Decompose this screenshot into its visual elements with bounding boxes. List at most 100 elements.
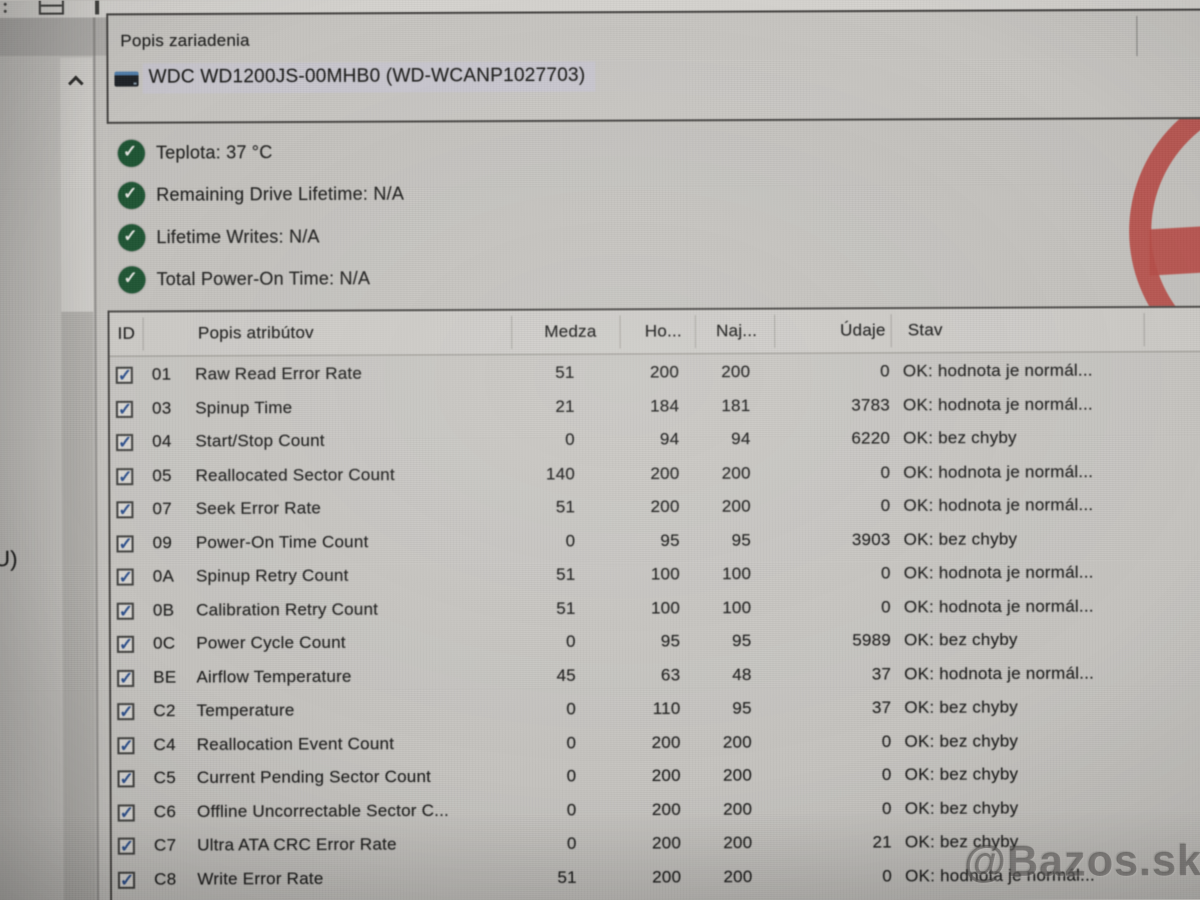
screen-artifact-line [1136, 15, 1138, 57]
scrollbar-thumb[interactable] [61, 311, 96, 900]
cell-stav: OK: hodnota je normál... [902, 360, 1093, 381]
column-header-medza[interactable]: Medza [544, 321, 597, 341]
table-row[interactable]: C4 Reallocation Event Count 0 200 200 0 … [111, 725, 1200, 763]
table-row[interactable]: C2 Temperature 0 110 95 37 OK: bez chyby [111, 691, 1200, 729]
cell-medza: 0 [566, 699, 577, 719]
panel-title: Popis zariadenia [120, 30, 250, 51]
table-body: 01 Raw Read Error Rate 51 200 200 0 OK: … [110, 355, 1200, 898]
row-checkbox[interactable] [117, 703, 135, 721]
table-row[interactable]: 03 Spinup Time 21 184 181 3783 OK: hodno… [110, 389, 1200, 427]
cell-medza: 51 [555, 362, 575, 382]
status-item-power-on: Total Power-On Time: N/A [118, 264, 370, 293]
row-checkbox[interactable] [115, 366, 133, 384]
cell-ho: 200 [651, 799, 681, 819]
row-checkbox[interactable] [117, 669, 135, 687]
cell-ho: 200 [650, 496, 680, 517]
table-row[interactable]: 04 Start/Stop Count 0 94 94 6220 OK: bez… [110, 422, 1200, 460]
cell-name: Reallocation Event Count [196, 733, 395, 754]
cell-udaje: 37 [871, 697, 892, 717]
cell-ho: 94 [659, 429, 680, 449]
cell-name: Spinup Time [195, 397, 293, 418]
cell-medza: 51 [557, 867, 577, 887]
cell-name: Current Pending Sector Count [196, 767, 432, 788]
row-checkbox[interactable] [116, 635, 135, 653]
cell-ho: 200 [651, 833, 682, 853]
device-description-panel: Popis zariadenia WDC WD1200JS-00MHB0 (WD… [106, 8, 1200, 124]
cell-naj: 200 [721, 462, 751, 483]
cell-medza: 0 [566, 766, 577, 786]
scrollbar-up-button[interactable] [60, 64, 92, 100]
cell-naj: 94 [731, 429, 751, 449]
cell-naj: 95 [731, 530, 752, 550]
cell-name: Ultra ATA CRC Error Rate [197, 834, 397, 855]
cell-medza: 0 [566, 800, 577, 820]
cell-medza: 51 [555, 497, 576, 517]
cell-ho: 200 [651, 765, 681, 786]
cell-id: 05 [152, 465, 172, 485]
ok-check-icon [118, 223, 146, 251]
cell-name: Raw Read Error Rate [195, 363, 363, 384]
cell-naj: 200 [721, 361, 751, 382]
cell-medza: 21 [555, 396, 575, 416]
cell-naj: 200 [723, 799, 753, 819]
column-header-stav[interactable]: Stav [907, 319, 943, 340]
table-row[interactable]: 0C Power Cycle Count 0 95 95 5989 OK: be… [111, 624, 1200, 662]
cell-ho: 95 [660, 530, 680, 550]
device-list-item[interactable]: WDC WD1200JS-00MHB0 (WD-WCANP1027703) [114, 59, 596, 95]
row-checkbox[interactable] [116, 602, 134, 620]
truncated-label: U) [0, 545, 18, 572]
row-checkbox[interactable] [117, 803, 135, 822]
health-status-list: Teplota: 37 °C Remaining Drive Lifetime:… [107, 120, 1092, 311]
row-checkbox[interactable] [115, 433, 134, 452]
row-checkbox[interactable] [116, 501, 134, 519]
row-checkbox[interactable] [117, 736, 135, 754]
row-checkbox[interactable] [116, 534, 134, 553]
table-header: ID Popis atribútov Medza Ho... Naj... Úd… [109, 307, 1200, 357]
toolbar-separator [95, 0, 100, 15]
column-header-id[interactable]: ID [117, 323, 136, 343]
row-checkbox[interactable] [116, 467, 134, 485]
cell-udaje: 0 [881, 764, 892, 785]
row-checkbox[interactable] [117, 770, 135, 788]
cell-id: 09 [152, 532, 173, 552]
table-row[interactable]: 0A Spinup Retry Count 51 100 100 0 OK: h… [111, 557, 1200, 595]
cell-udaje: 6220 [851, 428, 891, 448]
table-row[interactable]: 07 Seek Error Rate 51 200 200 0 OK: hodn… [110, 490, 1200, 528]
cell-udaje: 0 [880, 361, 890, 381]
column-header-udaje[interactable]: Údaje [839, 320, 886, 340]
row-checkbox[interactable] [117, 837, 135, 855]
table-row[interactable]: 05 Reallocated Sector Count 140 200 200 … [110, 456, 1200, 494]
column-header-naj[interactable]: Naj... [716, 320, 758, 341]
status-item-writes: Lifetime Writes: N/A [118, 222, 320, 251]
cell-medza: 140 [545, 463, 576, 483]
column-header-name[interactable]: Popis atribútov [197, 322, 314, 343]
row-checkbox[interactable] [117, 871, 136, 889]
table-row[interactable]: BE Airflow Temperature 45 63 48 37 OK: h… [111, 658, 1200, 696]
cell-stav: OK: bez chyby [904, 697, 1018, 717]
minimize-icon[interactable] [38, 0, 64, 15]
cell-naj: 200 [723, 866, 753, 886]
cell-naj: 95 [732, 698, 752, 718]
cell-udaje: 3903 [851, 529, 891, 549]
cell-ho: 200 [651, 732, 681, 752]
cell-naj: 200 [722, 731, 752, 752]
table-row[interactable]: C5 Current Pending Sector Count 0 200 20… [111, 759, 1200, 797]
cell-name: Write Error Rate [197, 868, 324, 888]
column-header-ho[interactable]: Ho... [644, 321, 682, 341]
table-row[interactable]: C6 Offline Uncorrectable Sector C... 0 2… [112, 792, 1200, 830]
table-row[interactable]: 0B Calibration Retry Count 51 100 100 0 … [111, 590, 1200, 628]
cell-name: Airflow Temperature [196, 666, 352, 687]
cell-stav: OK: bez chyby [903, 629, 1018, 650]
table-row[interactable]: 09 Power-On Time Count 0 95 95 3903 OK: … [110, 523, 1200, 561]
hard-drive-icon [114, 70, 139, 87]
cell-ho: 200 [650, 463, 680, 483]
row-checkbox[interactable] [115, 400, 133, 418]
cell-name: Start/Stop Count [195, 431, 325, 451]
row-checkbox[interactable] [116, 568, 134, 586]
cell-naj: 100 [722, 597, 752, 617]
cell-id: 0C [153, 633, 176, 653]
table-row[interactable]: 01 Raw Read Error Rate 51 200 200 0 OK: … [110, 355, 1200, 393]
toolbar-gripper-icon[interactable] [3, 2, 8, 17]
cell-udaje: 0 [882, 865, 893, 886]
